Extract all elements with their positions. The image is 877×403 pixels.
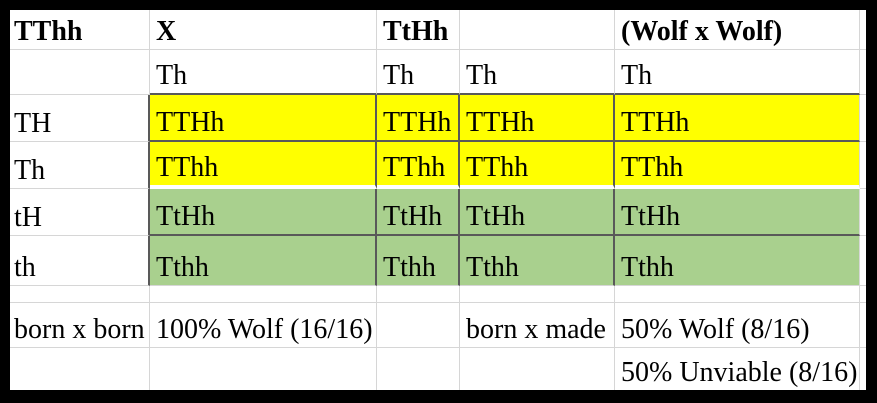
offspring-cell[interactable]: TtHh: [377, 189, 460, 236]
summary-50-unviable[interactable]: 50% Unviable (8/16): [615, 348, 860, 390]
cell-blank[interactable]: [10, 50, 150, 95]
offspring-cell[interactable]: TThh: [377, 142, 460, 189]
right-edge-spacer: [860, 10, 866, 50]
gamete-left-cell[interactable]: tH: [10, 189, 150, 236]
gamete-top-cell[interactable]: Th: [615, 50, 860, 95]
summary-born-x-made[interactable]: born x made: [460, 303, 615, 348]
cell-parent1-genotype[interactable]: TThh: [10, 10, 150, 50]
offspring-cell[interactable]: Tthh: [377, 236, 460, 286]
gamete-top-cell[interactable]: Th: [377, 50, 460, 95]
right-edge-spacer: [860, 189, 866, 236]
offspring-cell[interactable]: Tthh: [460, 236, 615, 286]
right-edge-spacer: [860, 286, 866, 303]
cell-blank[interactable]: [150, 348, 377, 390]
gamete-left-cell[interactable]: TH: [10, 95, 150, 142]
cell-blank[interactable]: [377, 303, 460, 348]
spacer-cell[interactable]: [150, 286, 377, 303]
right-edge-spacer: [860, 236, 866, 286]
right-edge-spacer: [860, 50, 866, 95]
gamete-left-cell[interactable]: Th: [10, 142, 150, 189]
cell-blank[interactable]: [460, 348, 615, 390]
punnett-square-sheet: TThh X TtHh (Wolf x Wolf) Th Th Th Th TH…: [10, 10, 866, 390]
gamete-left-cell[interactable]: th: [10, 236, 150, 286]
offspring-cell[interactable]: TTHh: [460, 95, 615, 142]
summary-50-wolf[interactable]: 50% Wolf (8/16): [615, 303, 860, 348]
offspring-cell[interactable]: Tthh: [615, 236, 860, 286]
right-edge-spacer: [860, 348, 866, 390]
cell-header-blank[interactable]: [460, 10, 615, 50]
spacer-cell[interactable]: [377, 286, 460, 303]
cell-blank[interactable]: [10, 348, 150, 390]
cell-parent2-genotype[interactable]: TtHh: [377, 10, 460, 50]
gamete-top-cell[interactable]: Th: [460, 50, 615, 95]
spacer-cell[interactable]: [10, 286, 150, 303]
offspring-cell[interactable]: TtHh: [150, 189, 377, 236]
offspring-cell[interactable]: TtHh: [615, 189, 860, 236]
summary-born-x-born[interactable]: born x born: [10, 303, 150, 348]
right-edge-spacer: [860, 95, 866, 142]
offspring-cell[interactable]: Tthh: [150, 236, 377, 286]
offspring-cell[interactable]: TThh: [460, 142, 615, 189]
offspring-cell[interactable]: TTHh: [615, 95, 860, 142]
offspring-cell[interactable]: TtHh: [460, 189, 615, 236]
right-edge-spacer: [860, 303, 866, 348]
offspring-cell[interactable]: TThh: [150, 142, 377, 189]
gamete-top-cell[interactable]: Th: [150, 50, 377, 95]
offspring-cell[interactable]: TTHh: [377, 95, 460, 142]
cell-cross-symbol[interactable]: X: [150, 10, 377, 50]
cell-blank[interactable]: [377, 348, 460, 390]
summary-100-wolf[interactable]: 100% Wolf (16/16): [150, 303, 377, 348]
spacer-cell[interactable]: [615, 286, 860, 303]
cell-cross-title[interactable]: (Wolf x Wolf): [615, 10, 860, 50]
right-edge-spacer: [860, 142, 866, 189]
offspring-cell[interactable]: TTHh: [150, 95, 377, 142]
spacer-cell[interactable]: [460, 286, 615, 303]
offspring-cell[interactable]: TThh: [615, 142, 860, 189]
